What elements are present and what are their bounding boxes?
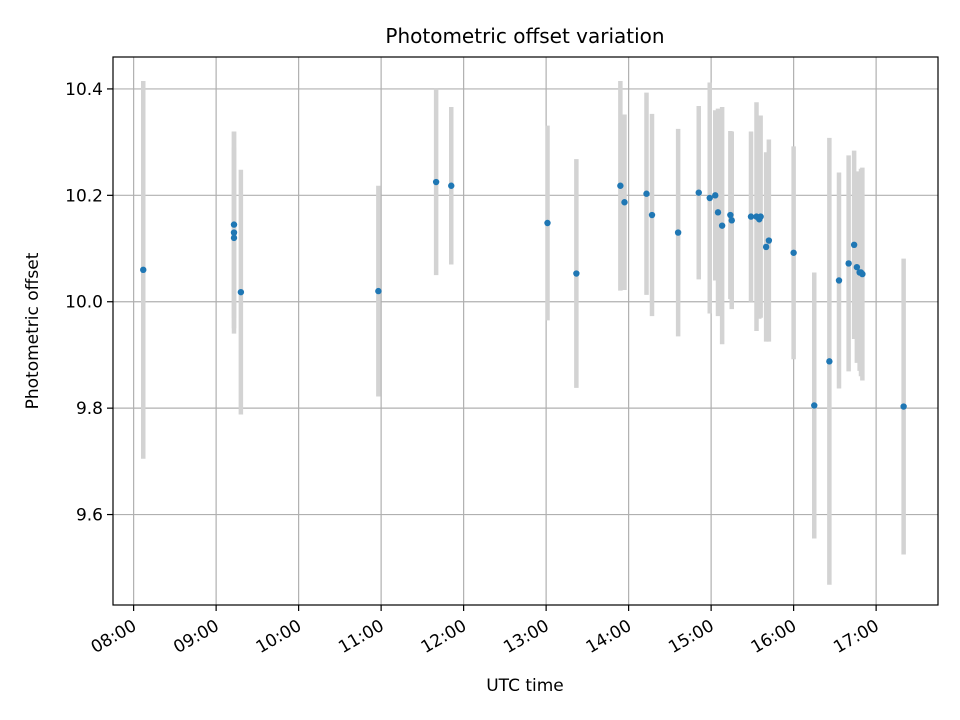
- data-point: [826, 358, 833, 365]
- y-tick-label: 10.4: [65, 80, 103, 100]
- y-tick-label: 9.8: [76, 399, 103, 419]
- x-tick-label: 10:00: [253, 616, 305, 658]
- x-axis-label: UTC time: [486, 676, 564, 696]
- data-point: [811, 402, 818, 409]
- chart-title: Photometric offset variation: [385, 24, 664, 48]
- data-point: [695, 189, 702, 196]
- data-point: [845, 260, 852, 267]
- data-point: [835, 277, 843, 284]
- data-point: [643, 190, 650, 197]
- data-point: [728, 217, 735, 224]
- data-point: [140, 266, 147, 274]
- data-point: [706, 194, 713, 202]
- data-point: [747, 213, 755, 220]
- data-point: [727, 211, 734, 219]
- data-point: [230, 229, 238, 236]
- data-point: [714, 209, 722, 216]
- x-tick-label: 14:00: [583, 616, 635, 658]
- y-axis-ticks: 9.6 9.8 10.0 10.2 10.4: [65, 80, 113, 526]
- error-bars: [141, 80, 906, 585]
- data-point: [674, 229, 682, 236]
- data-point: [648, 211, 656, 219]
- data-point: [853, 263, 861, 271]
- data-point: [617, 182, 624, 189]
- x-axis-ticks: 08:00 09:00 10:00 11:00 12:00 13:00 14:00 15:00…: [88, 605, 883, 658]
- data-point: [718, 222, 726, 229]
- y-axis-label: Photometric offset: [23, 252, 43, 409]
- x-tick-label: 17:00: [830, 616, 882, 658]
- data-point: [790, 249, 797, 256]
- data-point: [765, 237, 773, 244]
- plot-area-frame: [112, 56, 939, 606]
- x-tick-label: 12:00: [418, 616, 470, 658]
- data-point: [230, 234, 238, 242]
- y-tick-label: 10.2: [65, 186, 103, 206]
- data-point: [544, 219, 551, 227]
- data-point: [712, 192, 719, 199]
- data-point: [375, 287, 382, 295]
- data-point: [850, 241, 858, 249]
- data-point: [432, 178, 440, 186]
- data-point: [900, 403, 907, 410]
- data-point: [621, 199, 628, 206]
- data-point: [762, 243, 770, 251]
- data-points: [140, 178, 907, 410]
- x-tick-label: 16:00: [748, 616, 800, 658]
- x-tick-label: 09:00: [170, 616, 222, 658]
- data-point: [448, 182, 455, 189]
- y-tick-label: 10.0: [65, 293, 103, 313]
- y-tick-label: 9.6: [76, 506, 103, 526]
- data-point: [757, 213, 764, 220]
- data-point: [573, 270, 580, 277]
- data-point: [859, 270, 866, 278]
- x-tick-label: 11:00: [335, 616, 387, 658]
- x-tick-label: 15:00: [665, 616, 717, 658]
- x-tick-label: 08:00: [88, 616, 140, 658]
- data-point: [237, 288, 245, 296]
- x-tick-label: 13:00: [500, 616, 552, 658]
- data-point: [230, 221, 238, 228]
